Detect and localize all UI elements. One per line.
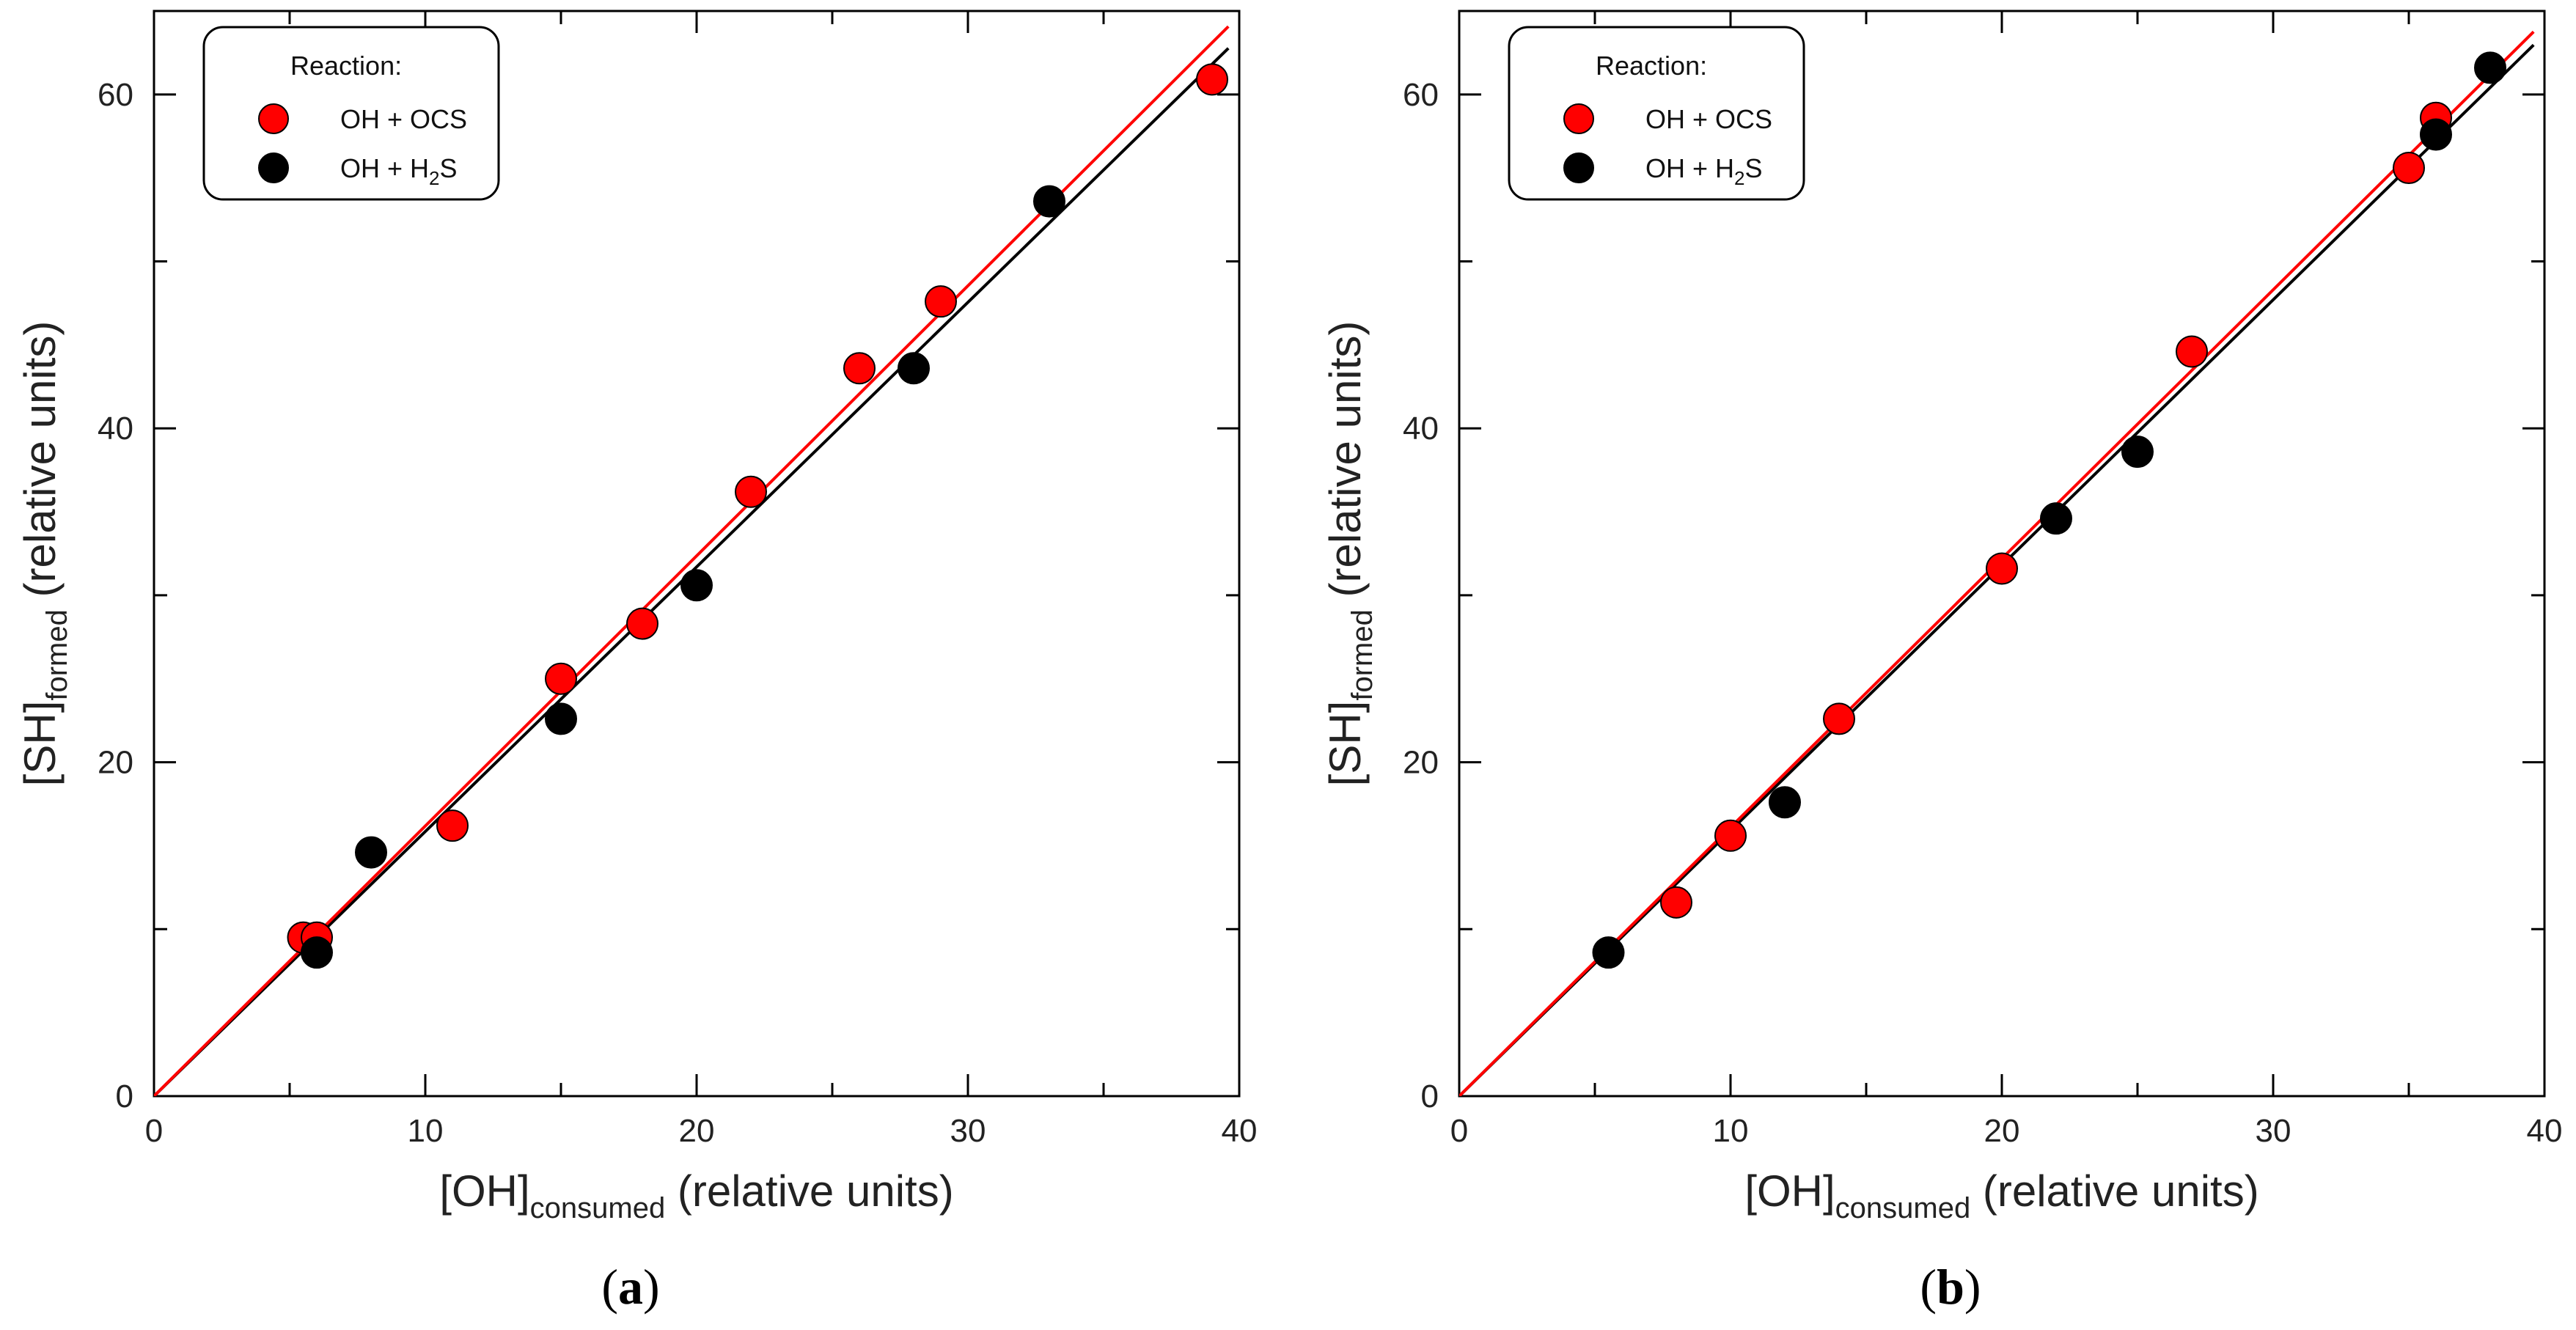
data-point-ocs [2393, 152, 2425, 185]
data-point-h2s [355, 836, 387, 869]
data-point-h2s [2420, 118, 2452, 151]
data-point-ocs [626, 607, 658, 640]
x-tick-label: 40 [1222, 1113, 1258, 1149]
chart-panel-b: 0 10 20 30 40 0 20 40 60 [OH]consumed (relative u… [1321, 10, 2563, 1224]
legend: Reaction: OH + OCS OH + H2S [202, 26, 500, 201]
data-point-ocs [545, 662, 577, 695]
data-point-ocs [925, 285, 957, 318]
x-tick-label: 30 [2256, 1113, 2291, 1149]
y-tick-label: 60 [1403, 77, 1439, 113]
x-tick-label: 20 [1984, 1113, 2020, 1149]
data-point-ocs [1660, 886, 1692, 919]
y-tick-label: 0 [116, 1079, 133, 1114]
x-tick-label: 10 [1713, 1113, 1749, 1149]
data-point-h2s [680, 569, 713, 602]
x-axis-title: [OH]consumed (relative units) [439, 1166, 953, 1224]
y-axis-title: [SH]formed (relative units) [15, 321, 73, 787]
legend-entry-ocs: OH + OCS [1645, 104, 1772, 134]
legend-marker-h2s [1563, 153, 1594, 183]
data-point-ocs [843, 352, 876, 385]
y-tick-label: 20 [98, 745, 133, 781]
y-tick-label: 40 [1403, 411, 1439, 447]
x-tick-label: 0 [145, 1113, 163, 1149]
data-point-h2s [1033, 185, 1065, 218]
x-tick-label: 20 [679, 1113, 715, 1149]
legend: Reaction: OH + OCS OH + H2S [1508, 26, 1805, 201]
chart-panel-a: 0 10 20 30 40 0 20 40 60 [OH]consumed (relative u… [15, 10, 1258, 1224]
legend-title: Reaction: [290, 51, 402, 81]
legend-entry-h2s: OH + H2S [1645, 153, 1763, 189]
data-point-h2s [1769, 786, 1801, 819]
x-tick-label: 40 [2527, 1113, 2563, 1149]
x-axis-title: [OH]consumed (relative units) [1744, 1166, 2258, 1224]
y-tick-label: 20 [1403, 745, 1439, 781]
legend-marker-h2s [258, 153, 289, 183]
data-point-h2s [301, 936, 333, 969]
data-point-ocs [436, 809, 469, 842]
data-point-h2s [2040, 502, 2072, 535]
x-tick-label: 10 [408, 1113, 444, 1149]
y-axis-title: [SH]formed (relative units) [1321, 321, 1379, 787]
x-tick-label: 30 [950, 1113, 986, 1149]
legend-entry-ocs: OH + OCS [340, 104, 467, 134]
y-tick-label: 0 [1421, 1079, 1439, 1114]
data-point-h2s [898, 352, 930, 385]
data-point-ocs [1196, 63, 1228, 96]
data-point-h2s [2121, 436, 2154, 469]
data-point-ocs [2176, 335, 2208, 368]
x-tick-label: 0 [1450, 1113, 1468, 1149]
y-tick-label: 60 [98, 77, 133, 113]
data-point-ocs [735, 475, 767, 508]
data-point-ocs [1714, 819, 1747, 852]
data-point-h2s [1592, 936, 1625, 969]
legend-marker-ocs [258, 103, 289, 134]
data-point-h2s [2474, 51, 2506, 84]
data-point-ocs [1823, 702, 1855, 735]
legend-title: Reaction: [1596, 51, 1707, 81]
data-point-h2s [545, 702, 577, 735]
y-tick-label: 40 [98, 411, 133, 447]
legend-entry-h2s: OH + H2S [340, 153, 458, 189]
data-point-ocs [1986, 552, 2018, 585]
panel-label-b: (b) [1920, 1259, 1981, 1315]
legend-marker-ocs [1563, 103, 1594, 134]
panel-label-a: (a) [601, 1259, 659, 1315]
